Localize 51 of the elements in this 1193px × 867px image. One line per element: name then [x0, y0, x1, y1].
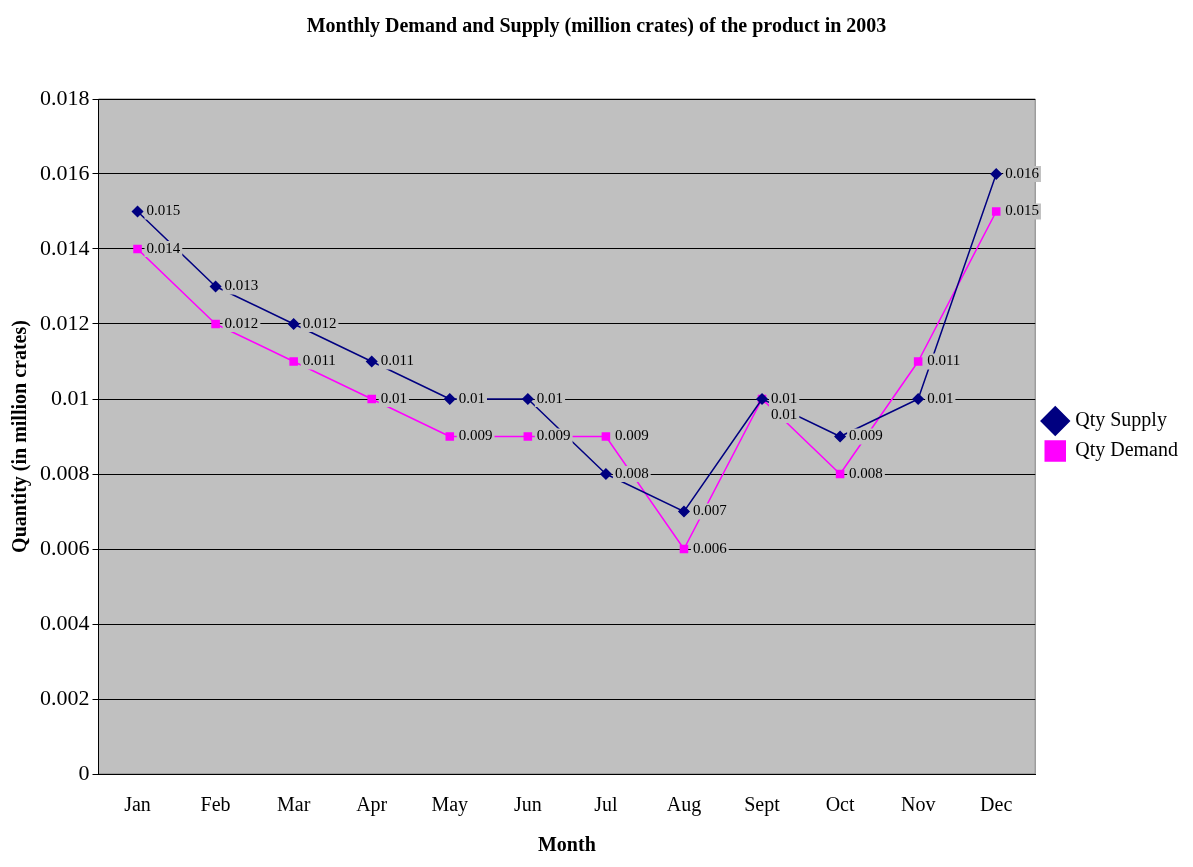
data-label: 0.009	[614, 427, 649, 444]
data-label: 0.008	[614, 464, 649, 481]
data-label: 0.009	[536, 427, 571, 444]
y-tick-label: 0.014	[40, 234, 90, 260]
y-tick-label: 0.012	[40, 309, 90, 335]
data-label: 0.01	[771, 389, 798, 406]
x-tick-label: Jul	[594, 793, 619, 816]
data-label: 0.01	[458, 389, 486, 406]
data-label: 0.014	[146, 239, 181, 256]
data-label: 0.012	[224, 314, 259, 331]
data-label: 0.01	[380, 389, 407, 406]
y-axis-title: Quantity (in million crates)	[8, 320, 32, 553]
data-label: 0.015	[146, 202, 181, 219]
data-label: 0.013	[224, 277, 259, 294]
data-label: 0.009	[458, 427, 493, 444]
x-tick-label: Apr	[356, 793, 388, 817]
x-tick-label: Dec	[980, 793, 1013, 816]
data-label: 0.011	[927, 352, 961, 369]
y-tick-label: 0.01	[51, 384, 90, 410]
data-label: 0.01	[927, 389, 954, 406]
x-tick-label: Jan	[124, 793, 151, 816]
y-tick-label: 0	[78, 759, 90, 785]
data-label: 0.012	[302, 314, 337, 331]
x-tick-label: Jun	[513, 793, 542, 816]
y-tick-label: 0.018	[40, 84, 90, 110]
y-tick-label: 0.002	[40, 684, 90, 710]
data-label: 0.011	[380, 352, 414, 369]
data-label: 0.015	[1005, 202, 1039, 219]
x-tick-label: May	[431, 793, 469, 817]
x-tick-label: Oct	[825, 793, 855, 816]
x-axis-title: Month	[537, 833, 596, 856]
data-label: 0.009	[849, 427, 883, 444]
x-tick-label: Mar	[276, 793, 311, 816]
legend-label: Qty Demand	[1075, 438, 1179, 462]
chart-title: Monthly Demand and Supply (million crates) of the product in 2003	[306, 14, 887, 38]
x-tick-label: Feb	[200, 793, 231, 816]
data-label: 0.016	[1005, 164, 1040, 181]
data-label: 0.01	[536, 389, 564, 406]
y-tick-label: 0.008	[40, 459, 90, 485]
y-tick-label: 0.016	[40, 159, 90, 185]
data-label: 0.008	[849, 464, 883, 481]
x-tick-label: Aug	[666, 793, 702, 817]
y-tick-label: 0.006	[40, 534, 90, 560]
data-label: 0.006	[692, 539, 728, 556]
x-tick-label: Sept	[744, 793, 781, 817]
data-label: 0.007	[692, 502, 728, 519]
legend-label: Qty Supply	[1075, 408, 1167, 432]
x-tick-label: Nov	[900, 793, 936, 816]
data-label: 0.01	[771, 405, 798, 422]
y-tick-label: 0.004	[40, 609, 90, 635]
data-label: 0.011	[302, 352, 336, 369]
